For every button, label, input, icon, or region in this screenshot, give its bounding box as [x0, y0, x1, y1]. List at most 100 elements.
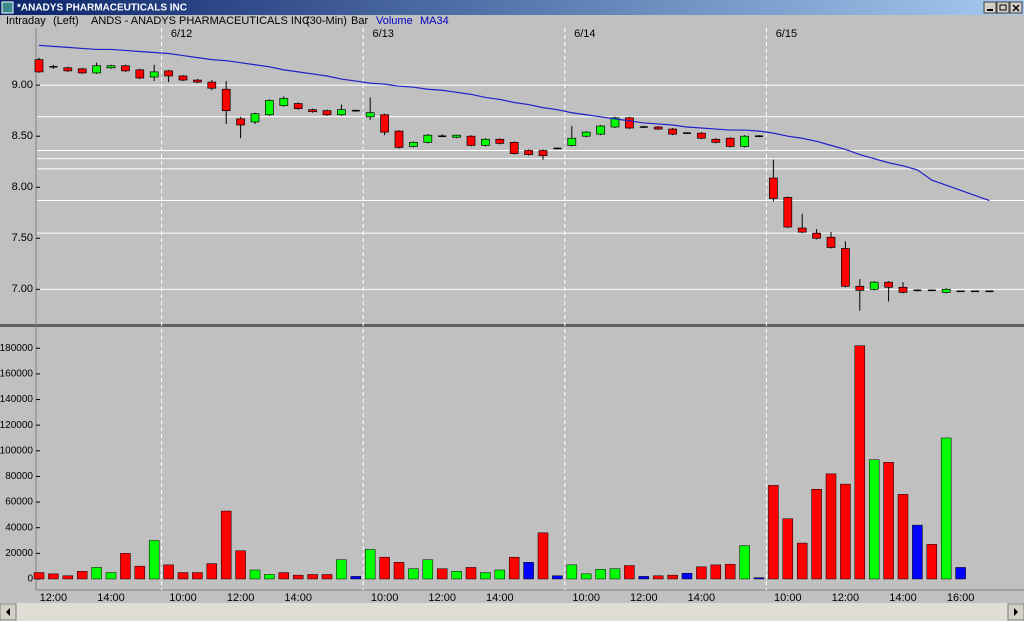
- candle-body: [34, 59, 44, 73]
- window-buttons: [983, 1, 1023, 14]
- candle-body: [394, 130, 404, 148]
- candle-body: [236, 118, 245, 126]
- candle-body: [423, 134, 433, 143]
- candle-body: [668, 128, 677, 135]
- volume-bar: [408, 568, 419, 580]
- y-tick-label: 7.50: [12, 232, 33, 244]
- volume-bar: [48, 573, 59, 580]
- window-title: *ANADYS PHARMACEUTICALS INC: [17, 3, 187, 14]
- volume-bar: [235, 550, 246, 580]
- volume-bar: [134, 565, 146, 580]
- header-symbol: ANDS - ANADYS PHARMACEUTICALS INC: [91, 15, 310, 27]
- x-tick-label: 14:00: [688, 592, 716, 604]
- volume-bar: [753, 577, 765, 580]
- x-tick-label: 16:00: [947, 592, 975, 604]
- y-tick-label: 180000: [0, 343, 33, 354]
- arrow-right: [1014, 608, 1018, 616]
- x-tick-label: 12:00: [832, 592, 860, 604]
- volume-bar: [840, 483, 851, 580]
- title-bar: [0, 0, 1024, 15]
- restore-button[interactable]: [996, 1, 1010, 14]
- volume-bar: [609, 568, 621, 580]
- volume-bar: [177, 572, 189, 580]
- candle-body: [106, 65, 116, 69]
- volume-bar: [926, 544, 938, 580]
- candle-body: [567, 137, 577, 146]
- candle-body: [193, 79, 202, 83]
- candle-body: [221, 88, 231, 112]
- minimize-button[interactable]: [983, 1, 997, 14]
- volume-bar: [422, 559, 434, 580]
- legend-volume: Volume: [376, 15, 413, 27]
- candle-body: [653, 126, 663, 130]
- candle-body: [783, 197, 793, 228]
- candle-body: [697, 132, 706, 139]
- volume-bar: [883, 462, 894, 580]
- volume-bar: [681, 572, 693, 580]
- volume-bar: [105, 572, 117, 580]
- y-tick-label: 8.00: [12, 181, 33, 193]
- arrow-left: [6, 608, 10, 616]
- x-tick-label: 10:00: [774, 592, 802, 604]
- candle-body: [466, 135, 476, 146]
- volume-bar: [580, 573, 592, 580]
- candle-body: [625, 117, 634, 129]
- volume-bar: [825, 473, 837, 580]
- candle-body: [826, 236, 836, 248]
- y-tick-label: 60000: [5, 497, 33, 508]
- y-tick-label: 7.00: [12, 283, 33, 295]
- volume-bar: [163, 564, 174, 580]
- x-tick-label: 14:00: [486, 592, 514, 604]
- volume-bar: [465, 567, 477, 580]
- candle-body: [149, 71, 159, 78]
- candle-body: [121, 65, 130, 72]
- volume-bar: [523, 562, 534, 580]
- y-tick-label: 80000: [5, 471, 33, 482]
- day-label: 6/13: [372, 28, 393, 40]
- volume-bar: [739, 545, 750, 580]
- scrollbar[interactable]: [0, 603, 1024, 621]
- volume-bar: [33, 572, 45, 580]
- candle-body: [581, 131, 591, 137]
- header: Intraday (Left) ANDS - ANADYS PHARMACEUT…: [6, 15, 449, 27]
- volume-bar: [220, 510, 232, 580]
- chart-area: [0, 15, 1024, 603]
- y-tick-label: 120000: [0, 420, 33, 431]
- volume-bar: [91, 567, 102, 580]
- y-tick-label: 8.50: [12, 130, 33, 142]
- candle-body: [293, 103, 303, 109]
- scroll-track[interactable]: [0, 603, 1024, 621]
- volume-bar: [76, 571, 88, 580]
- volume-bar: [206, 563, 218, 580]
- volume-bar: [292, 574, 304, 580]
- candle-body: [63, 67, 73, 72]
- y-tick-label: 140000: [0, 394, 33, 405]
- candle-body: [207, 81, 217, 89]
- x-tick-label: 14:00: [97, 592, 125, 604]
- volume-bar: [595, 569, 606, 580]
- legend-ma: MA34: [420, 15, 449, 27]
- candle-body: [452, 134, 461, 138]
- volume-bar: [724, 563, 736, 580]
- x-tick-label: 12:00: [227, 592, 255, 604]
- y-tick-label: 9.00: [12, 79, 33, 91]
- volume-bar: [696, 566, 707, 580]
- candle-body: [77, 68, 87, 74]
- volume-bar: [854, 345, 866, 580]
- candle-body: [524, 150, 533, 155]
- header-style: Bar: [351, 15, 368, 27]
- volume-bar: [508, 556, 520, 580]
- volume-bar: [480, 572, 491, 580]
- volume-bar: [393, 562, 405, 580]
- x-tick-label: 10:00: [572, 592, 600, 604]
- candle-body: [365, 112, 375, 118]
- candle-body: [322, 110, 332, 116]
- candle-body: [279, 98, 289, 106]
- volume-bar: [537, 532, 549, 580]
- volume-bar: [379, 556, 390, 580]
- volume-bar: [940, 437, 952, 580]
- candle-body: [797, 227, 807, 233]
- candle-body: [495, 138, 505, 144]
- candle-body: [740, 135, 749, 147]
